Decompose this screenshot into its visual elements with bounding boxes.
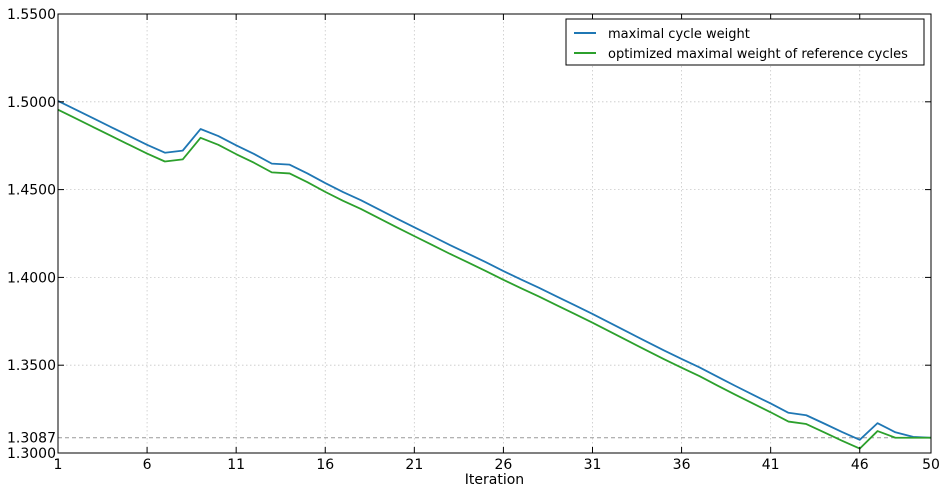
x-tick-label: 31 [584,457,602,473]
series-group [57,100,932,450]
ticks: 1 6 11 16 21 26 31 36 41 46 501.30001.35001.40001.… [7,7,940,473]
x-tick-label: 41 [762,457,780,473]
y-tick-label: 1.4000 [7,270,56,286]
y-tick-label: 1.5500 [7,7,56,23]
legend-box [565,18,925,66]
series-line-0 [57,100,932,441]
y-tick-label: 1.3000 [7,446,56,462]
x-tick-label: 46 [851,457,869,473]
x-tick-label: 26 [494,457,512,473]
legend-label-maximal-cycle-weight: maximal cycle weight [608,27,750,42]
x-tick-label: 36 [673,457,691,473]
y-tick-label: 1.4500 [7,183,56,199]
legend-label-optimized-reference-cycles: optimized maximal weight of reference cy… [608,47,908,62]
x-axis-label: Iteration [465,472,524,488]
series-line-1 [57,108,931,450]
x-tick-label: 1 [54,457,63,473]
y-tick-label: 1.3500 [7,358,56,374]
y-tick-label: 1.5000 [7,95,56,111]
x-tick-label: 21 [405,457,423,473]
x-tick-label: 16 [316,457,334,473]
plot-frame [57,13,932,454]
x-tick-label: 6 [143,457,152,473]
x-tick-label: 50 [922,457,940,473]
legend: maximal cycle weight optimized maximal w… [565,18,925,66]
x-tick-label: 11 [227,457,245,473]
reference-line-label: 1.3087 [7,431,56,447]
grid [57,13,932,454]
